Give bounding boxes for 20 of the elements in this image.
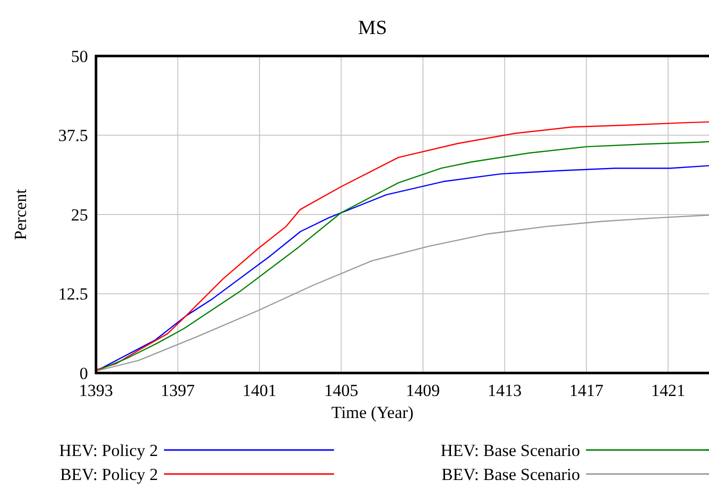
x-tick-label: 1401 [242,381,276,400]
y-tick-label: 37.5 [58,126,88,146]
y-tick-label: 12.5 [58,284,88,304]
y-tick-label: 50 [71,46,88,66]
legend-label: BEV: Base Scenario [442,464,580,484]
legend-label: HEV: Base Scenario [440,440,580,460]
x-tick-label: 1393 [79,381,113,400]
x-tick-label: 1421 [651,381,686,400]
legend-label: HEV: Policy 2 [59,440,158,460]
y-tick-label: 25 [71,205,88,224]
legend-label: BEV: Policy 2 [60,464,158,484]
y-tick-label: 0 [80,364,88,383]
chart-title: MS [358,17,387,39]
x-axis-title: Time (Year) [331,403,414,422]
y-axis-title: Percent [11,188,30,240]
x-tick-label: 1417 [569,381,604,400]
x-tick-label: 1397 [160,381,196,400]
x-tick-label: 1413 [488,381,522,400]
x-tick-label: 1409 [406,381,440,400]
x-tick-label: 1405 [324,381,358,400]
